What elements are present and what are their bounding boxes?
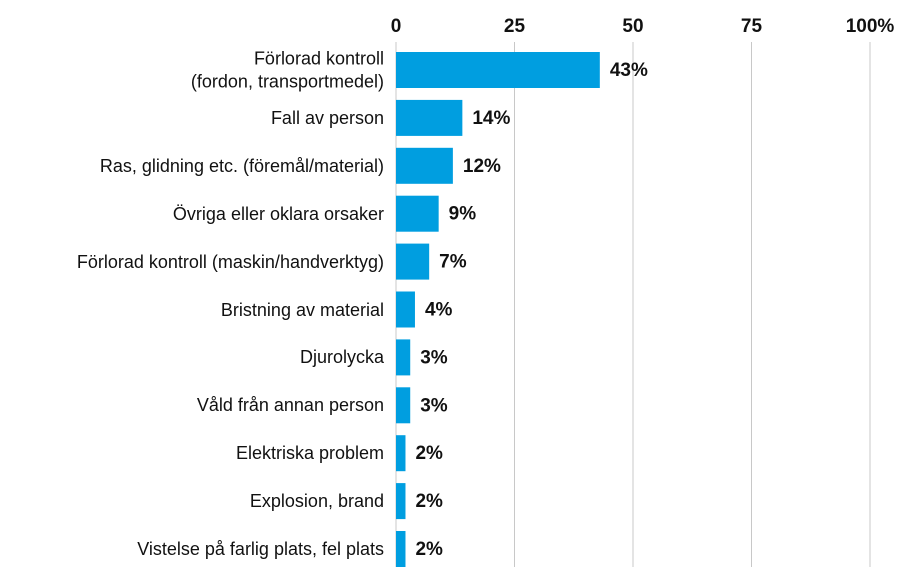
value-label: 7% bbox=[439, 252, 467, 273]
category-label: Ras, glidning etc. (föremål/material) bbox=[99, 155, 384, 176]
category-label: Övriga eller oklara orsaker bbox=[172, 203, 384, 224]
bar bbox=[396, 147, 453, 184]
category-label: Förlorad kontroll (fordon, transportmede… bbox=[190, 48, 384, 92]
bar bbox=[396, 387, 411, 424]
value-label: 3% bbox=[420, 395, 448, 416]
category-label: Elektriska problem bbox=[235, 442, 384, 463]
bar bbox=[396, 531, 406, 567]
bar bbox=[396, 291, 415, 328]
value-label: 2% bbox=[415, 443, 443, 464]
value-label: 3% bbox=[420, 347, 448, 368]
category-label: Våld från annan person bbox=[196, 395, 384, 416]
value-label: 9% bbox=[449, 204, 477, 225]
category-label: Explosion, brand bbox=[249, 490, 384, 511]
category-label: Förlorad kontroll (maskin/handverktyg) bbox=[76, 251, 384, 272]
value-label: 4% bbox=[425, 300, 453, 321]
x-tick-label: 25 bbox=[504, 16, 526, 37]
bar bbox=[396, 243, 430, 280]
bar bbox=[396, 483, 406, 520]
bar bbox=[396, 339, 411, 376]
x-tick-label: 0 bbox=[391, 16, 402, 37]
bar bbox=[396, 99, 463, 136]
bar bbox=[396, 52, 600, 88]
value-label: 43% bbox=[610, 60, 648, 81]
category-label: Fall av person bbox=[270, 107, 384, 128]
value-label: 12% bbox=[463, 156, 501, 177]
x-tick-label: 100% bbox=[846, 16, 895, 37]
value-label: 2% bbox=[415, 539, 443, 560]
x-tick-label: 50 bbox=[622, 16, 643, 37]
category-label: Vistelse på farlig plats, fel plats bbox=[137, 538, 384, 559]
value-label: 2% bbox=[415, 491, 443, 512]
x-tick-label: 75 bbox=[741, 16, 763, 37]
bar bbox=[396, 435, 406, 472]
category-label: Bristning av material bbox=[220, 299, 384, 320]
category-label: Djurolycka bbox=[299, 347, 384, 368]
bar bbox=[396, 195, 439, 232]
value-label: 14% bbox=[472, 108, 510, 129]
